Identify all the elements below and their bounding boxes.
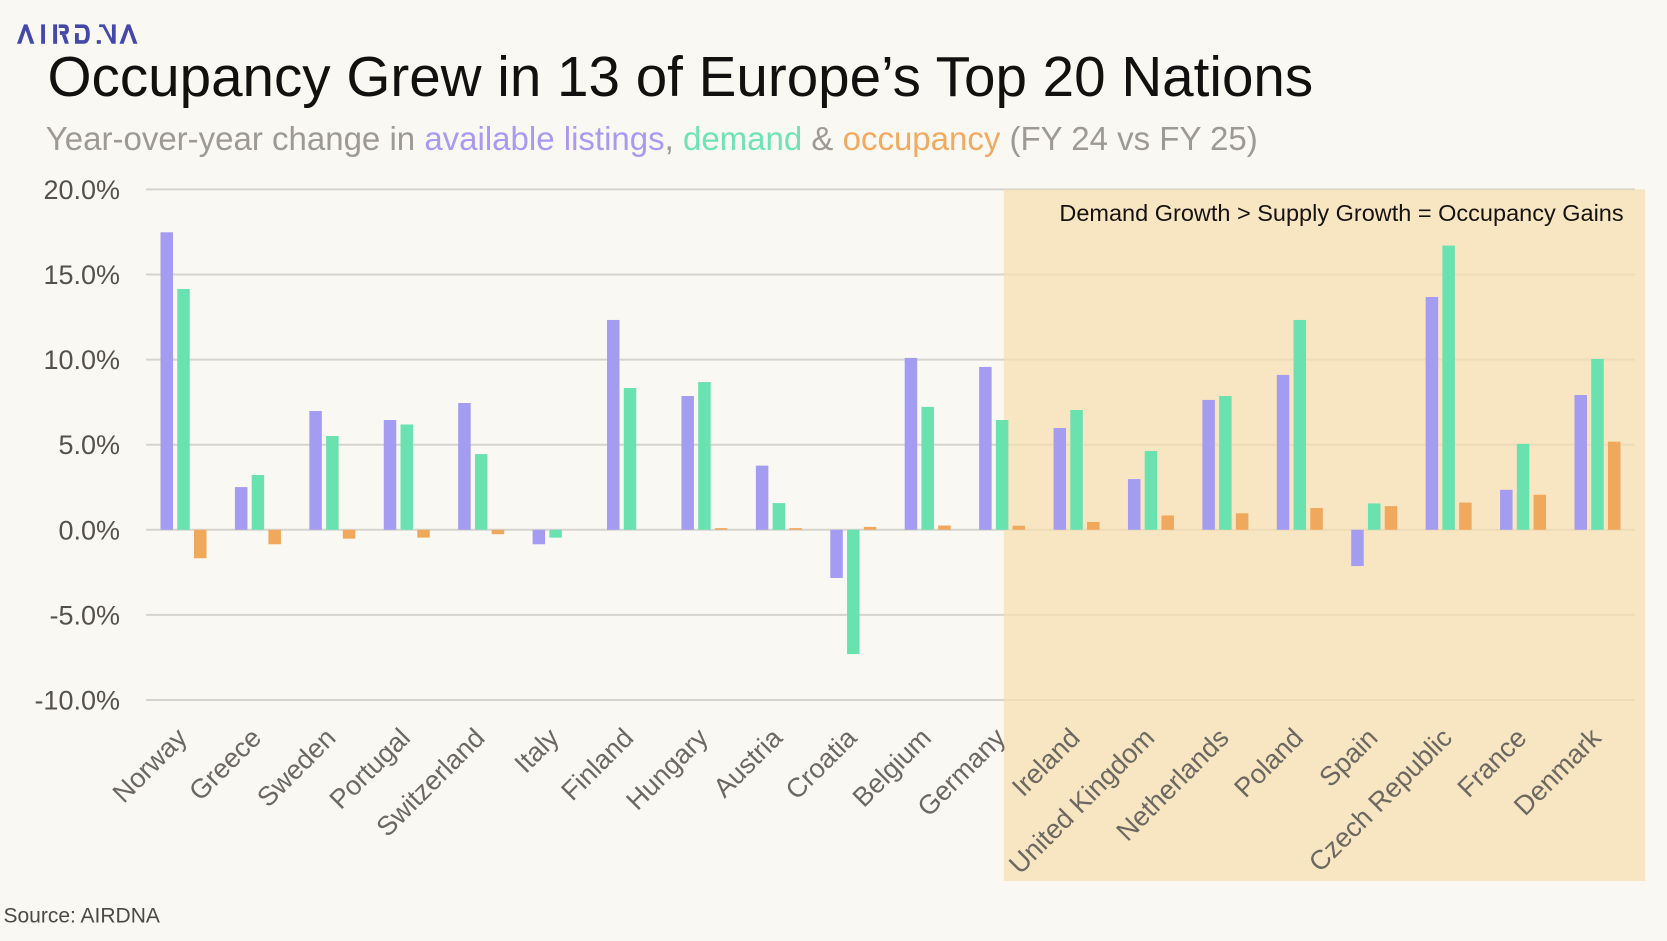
- svg-text:10.0%: 10.0%: [43, 345, 120, 375]
- svg-text:Source: AIRDNA: Source: AIRDNA: [4, 905, 160, 928]
- svg-text:0.0%: 0.0%: [58, 515, 120, 545]
- svg-text:-10.0%: -10.0%: [34, 686, 120, 716]
- svg-text:Year-over-year change in avail: Year-over-year change in available listi…: [46, 120, 1258, 157]
- svg-text:20.0%: 20.0%: [43, 175, 120, 205]
- svg-text:15.0%: 15.0%: [43, 260, 120, 290]
- svg-text:5.0%: 5.0%: [58, 430, 120, 460]
- svg-text:-5.0%: -5.0%: [49, 600, 120, 630]
- svg-text:Demand Growth > Supply Growth: Demand Growth > Supply Growth = Occupanc…: [1059, 200, 1623, 226]
- svg-text:Occupancy Grew in 13 of Europe: Occupancy Grew in 13 of Europe’s Top 20 …: [48, 45, 1314, 108]
